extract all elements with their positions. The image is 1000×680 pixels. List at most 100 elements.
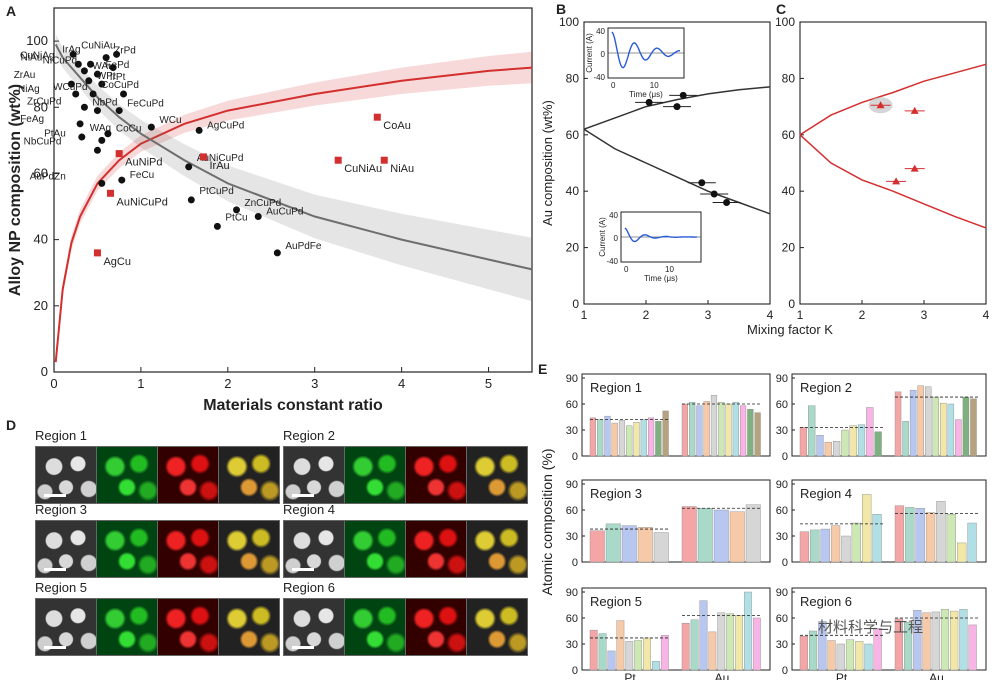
micrograph-tile-yellow [218,598,280,656]
point-label-black: CoCuPd [101,80,139,91]
composition-bar [936,501,946,563]
y-tick-label-e: 60 [566,613,578,625]
point-label-black: NiAu [21,52,43,63]
x-tick-label-a: 1 [137,376,144,391]
region-title: Region 4 [800,486,852,501]
inset-x-label-top: Time (μs) [629,90,663,99]
composition-bar [626,425,633,457]
y-tick-label-e: 90 [776,479,788,491]
data-point-c [892,177,901,185]
composition-bar [913,610,922,671]
micrograph-tile-gray [35,446,97,504]
micrograph-tile-green [96,598,158,656]
curve-gray [54,43,533,271]
composition-bar [647,417,655,457]
micrograph-tile-yellow [466,520,528,578]
data-point-black [78,133,86,141]
data-point-black [120,90,128,98]
y-tick-label-e: 30 [566,425,578,437]
x-axis-label-bc: Mixing factor K [747,322,833,337]
micrograph-region-label: Region 1 [35,428,88,443]
composition-bar [902,421,909,457]
x-tick-label-b: 1 [581,308,588,322]
x-tick-label-c: 3 [921,308,928,322]
point-label-black: CuNiAu [81,40,115,51]
composition-bar [845,639,855,671]
panel-letter-d: D [6,417,16,433]
micrograph-tile-yellow [218,520,280,578]
composition-bar [681,623,690,671]
scale-bar [292,494,314,497]
y-tick-label-e: 30 [566,639,578,651]
data-point-b [673,103,681,111]
composition-bar [909,389,917,457]
micrograph-region-label: Region 3 [35,502,88,517]
composition-bar [689,402,696,457]
composition-bar [872,514,882,563]
data-point-red [115,150,123,158]
composition-bar [824,441,832,457]
inset-x-tick-top: 0 [611,81,616,90]
composition-bar [607,650,616,671]
region-frame [791,587,987,671]
region-frame [581,479,771,563]
composition-bar [894,391,902,457]
micrograph-tile-yellow [466,446,528,504]
y-tick-label-b: 0 [572,297,579,311]
point-label-black: FeCuPd [127,99,164,110]
composition-bar [816,435,824,457]
composition-bar [640,419,647,457]
scale-bar [292,646,314,649]
data-point-red [380,156,388,164]
composition-bar [634,640,643,671]
y-tick-label-c: 0 [788,297,795,311]
plot-frame-c [799,21,987,305]
inset-y-tick-bottom: 40 [609,211,618,220]
chart-e: Atomic composition (%) 0 30 60 90 Region 1 0 30… [539,373,987,680]
composition-bar [717,612,726,671]
x-tick-label-b: 3 [705,308,712,322]
composition-bar [957,542,967,563]
composition-bar [841,535,851,563]
composition-bar [864,643,873,671]
y-tick-label-b: 80 [566,71,580,85]
composition-bar [618,420,626,457]
point-label-black: NiCuPd [43,56,77,67]
composition-bar [662,410,669,457]
composition-bar [616,620,625,671]
composition-bar [830,525,841,563]
y-tick-label-e: 0 [572,557,578,569]
region-frame [581,587,771,671]
point-label-black: AuNiCuPd [197,153,244,164]
y-tick-label-e: 30 [566,531,578,543]
point-label-black: WCuPd [53,82,87,93]
curve-band-gray [55,34,532,302]
data-point-c [910,164,919,172]
composition-bar [604,415,611,457]
data-point-black [195,126,203,134]
y-tick-label-e: 60 [776,399,788,411]
point-label-black: AuCuPd [266,206,303,217]
point-label-black: ZnCuPd [245,198,282,209]
composition-bar [747,409,754,457]
composition-bar [725,403,732,457]
y-tick-label-b: 20 [566,241,580,255]
y-tick-label-a: 40 [34,232,48,247]
region-frame [791,373,987,457]
composition-bar [833,441,841,457]
composition-bar [589,530,605,563]
y-tick-label-e: 0 [572,665,578,677]
data-point-black [98,136,106,144]
panel-letter-e: E [538,361,547,377]
point-label-black: AuPdFe [285,241,322,252]
y-tick-label-a: 60 [34,165,48,180]
composition-bar [799,427,808,457]
panel-letter-a: A [6,3,16,19]
micrograph-region-label: Region 4 [283,502,336,517]
scale-bar [44,494,66,497]
curve-b-upper [583,86,771,130]
point-label-black: ZrAu [14,70,36,81]
point-label-red: NiAu [390,163,414,175]
y-tick-label-e: 60 [776,613,788,625]
point-label-red: AuNiCuPd [116,196,167,208]
